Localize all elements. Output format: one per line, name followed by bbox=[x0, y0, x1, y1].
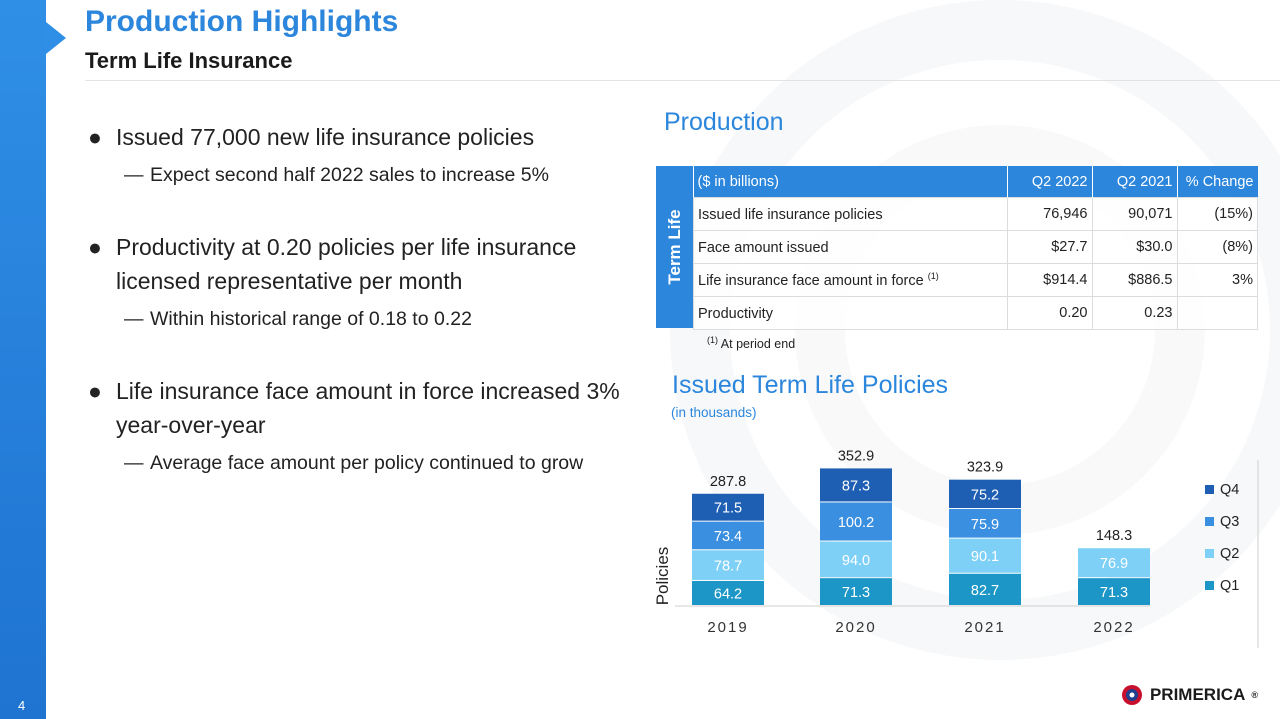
legend-label: Q1 bbox=[1220, 578, 1239, 594]
cell-change: (8%) bbox=[1176, 230, 1258, 264]
bullet-item: ● Issued 77,000 new life insurance polici… bbox=[88, 124, 535, 150]
row-label: Productivity bbox=[693, 296, 1008, 330]
chart-title: Issued Term Life Policies bbox=[672, 371, 949, 399]
bar-value-label: 73.4 bbox=[714, 529, 742, 545]
cell-q2-2021: $30.0 bbox=[1091, 230, 1178, 264]
cell-q2-2021: 90,071 bbox=[1091, 197, 1178, 231]
bar-segment-q4 bbox=[820, 468, 892, 502]
bar-segment-q1 bbox=[692, 580, 764, 605]
bar-value-label: 64.2 bbox=[714, 586, 742, 602]
bar-value-label: 71.5 bbox=[714, 501, 742, 517]
primerica-mark-icon bbox=[1121, 685, 1142, 705]
production-table: ($ in billions) Q2 2022 Q2 2021 % Change… bbox=[693, 166, 1258, 330]
sidebar-arrow bbox=[46, 22, 66, 54]
x-tick-label: 2019 bbox=[707, 619, 748, 636]
bar-value-label: 87.3 bbox=[842, 478, 870, 494]
bullet-text: Productivity at 0.20 policies per life i… bbox=[116, 234, 577, 294]
bullet-list: ● Issued 77,000 new life insurance polici… bbox=[88, 120, 628, 478]
legend-swatch-q4 bbox=[1205, 485, 1214, 494]
bar-value-label: 78.7 bbox=[714, 559, 742, 575]
cell-q2-2022: 76,946 bbox=[1006, 197, 1093, 231]
x-tick-label: 2021 bbox=[964, 619, 1005, 636]
cell-q2-2022: $27.7 bbox=[1006, 230, 1093, 264]
y-axis-label: Policies bbox=[653, 547, 672, 606]
x-tick-label: 2022 bbox=[1093, 619, 1134, 636]
page-subtitle: Term Life Insurance bbox=[85, 48, 293, 73]
bar-segment-q3 bbox=[692, 521, 764, 550]
header-cell: Q2 2021 bbox=[1092, 166, 1178, 198]
sub-bullet-item: — Within historical range of 0.18 to 0.22 bbox=[124, 308, 472, 330]
chart-subtitle: (in thousands) bbox=[671, 405, 757, 420]
cell-change: (15%) bbox=[1176, 197, 1258, 231]
legend-swatch-q3 bbox=[1205, 517, 1214, 526]
page-title: Production Highlights bbox=[85, 5, 399, 38]
bar-segment-q2 bbox=[1078, 548, 1150, 578]
bar-total-label: 287.8 bbox=[710, 474, 746, 490]
production-title: Production bbox=[664, 108, 784, 136]
sub-bullet-item: — Average face amount per policy continue… bbox=[124, 452, 584, 474]
header-cell: ($ in billions) bbox=[693, 166, 1008, 198]
bullet-text: Life insurance face amount in force incr… bbox=[116, 378, 620, 438]
table-footnote: (1) At period end bbox=[707, 335, 796, 352]
row-label: Issued life insurance policies bbox=[693, 197, 1008, 231]
bar-value-label: 100.2 bbox=[838, 515, 874, 531]
legend-swatch-q1 bbox=[1205, 581, 1214, 590]
legend-swatch-q2 bbox=[1205, 549, 1214, 558]
bar-value-label: 75.2 bbox=[971, 487, 999, 503]
bar-value-label: 76.9 bbox=[1100, 556, 1128, 572]
legend-label: Q3 bbox=[1220, 514, 1239, 530]
bullet-text: Issued 77,000 new life insurance policie… bbox=[116, 124, 535, 150]
bar-total-label: 148.3 bbox=[1096, 528, 1132, 544]
bar-segment-q1 bbox=[820, 578, 892, 605]
cell-change: 3% bbox=[1176, 263, 1258, 297]
sidebar-strip: 4 bbox=[0, 0, 46, 719]
logo-text: PRIMERICA bbox=[1149, 685, 1246, 704]
row-label: Face amount issued bbox=[693, 230, 1008, 264]
legend-label: Q2 bbox=[1220, 546, 1239, 562]
cell-q2-2022: 0.20 bbox=[1006, 296, 1093, 330]
bar-segment-q2 bbox=[692, 550, 764, 580]
bar-segment-q3 bbox=[820, 502, 892, 541]
term-life-side-label: Term Life bbox=[656, 166, 693, 328]
table-row: Productivity 0.20 0.23 bbox=[693, 296, 1258, 330]
primerica-logo: PRIMERICA ® bbox=[1120, 683, 1258, 707]
legend-label: Q4 bbox=[1220, 482, 1239, 498]
bar-value-label: 71.3 bbox=[842, 585, 870, 601]
bar-segment-q4 bbox=[949, 479, 1021, 509]
table-row: Life insurance face amount in force (1) … bbox=[693, 263, 1258, 297]
bar-value-label: 71.3 bbox=[1100, 585, 1128, 601]
bar-total-label: 352.9 bbox=[838, 448, 874, 464]
cell-q2-2022: $914.4 bbox=[1006, 263, 1093, 297]
bar-value-label: 90.1 bbox=[971, 549, 999, 565]
sub-bullet-text: Average face amount per policy continued… bbox=[150, 452, 584, 474]
bar-segment-q2 bbox=[949, 538, 1021, 573]
issued-policies-chart: Policies 64.2 78.7 73.4 71.5 287.8 2019 71.3 94.… bbox=[653, 448, 1259, 648]
cell-q2-2021: $886.5 bbox=[1091, 263, 1178, 297]
row-label: Life insurance face amount in force (1) bbox=[693, 263, 1008, 297]
bar-segment-q2 bbox=[820, 541, 892, 578]
bullet-item: ● Life insurance face amount in force inc… bbox=[88, 378, 620, 438]
table-row: Issued life insurance policies 76,946 90… bbox=[693, 197, 1258, 231]
header-cell: Q2 2022 bbox=[1007, 166, 1093, 198]
table-row: Face amount issued $27.7 $30.0 (8%) bbox=[693, 230, 1258, 264]
bar-segment-q3 bbox=[949, 509, 1021, 538]
bar-segment-q4 bbox=[692, 493, 764, 521]
header-cell: % Change bbox=[1177, 166, 1258, 198]
sub-bullet-text: Expect second half 2022 sales to increas… bbox=[150, 164, 549, 186]
bullet-item: ● Productivity at 0.20 policies per life … bbox=[88, 234, 577, 294]
cell-change bbox=[1176, 296, 1258, 330]
x-tick-label: 2020 bbox=[835, 619, 876, 636]
page-number: 4 bbox=[18, 698, 26, 713]
sub-bullet-text: Within historical range of 0.18 to 0.22 bbox=[150, 308, 472, 330]
bar-segment-q1 bbox=[1078, 578, 1150, 605]
bar-value-label: 75.9 bbox=[971, 517, 999, 533]
bar-segment-q1 bbox=[949, 573, 1021, 605]
bar-value-label: 82.7 bbox=[971, 583, 999, 599]
header-divider bbox=[85, 80, 1280, 81]
bar-value-label: 94.0 bbox=[842, 553, 870, 569]
sub-bullet-item: — Expect second half 2022 sales to increa… bbox=[124, 164, 549, 186]
bar-total-label: 323.9 bbox=[967, 460, 1003, 476]
cell-q2-2021: 0.23 bbox=[1091, 296, 1178, 330]
table-header-row: ($ in billions) Q2 2022 Q2 2021 % Change bbox=[693, 166, 1258, 198]
